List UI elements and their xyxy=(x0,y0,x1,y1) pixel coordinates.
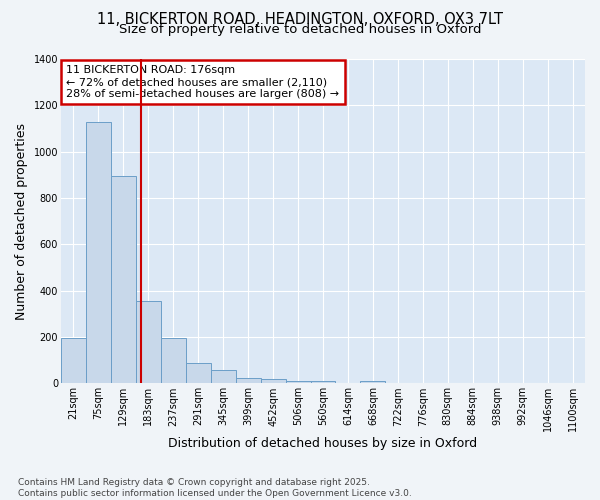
X-axis label: Distribution of detached houses by size in Oxford: Distribution of detached houses by size … xyxy=(169,437,478,450)
Bar xyxy=(286,381,311,384)
Text: Contains HM Land Registry data © Crown copyright and database right 2025.
Contai: Contains HM Land Registry data © Crown c… xyxy=(18,478,412,498)
Text: 11 BICKERTON ROAD: 176sqm
← 72% of detached houses are smaller (2,110)
28% of se: 11 BICKERTON ROAD: 176sqm ← 72% of detac… xyxy=(66,66,340,98)
Bar xyxy=(136,301,161,384)
Bar xyxy=(111,176,136,384)
Bar xyxy=(361,381,385,384)
Bar xyxy=(236,378,260,384)
Bar xyxy=(211,370,236,384)
Bar xyxy=(260,380,286,384)
Bar xyxy=(61,338,86,384)
Y-axis label: Number of detached properties: Number of detached properties xyxy=(15,122,28,320)
Text: 11, BICKERTON ROAD, HEADINGTON, OXFORD, OX3 7LT: 11, BICKERTON ROAD, HEADINGTON, OXFORD, … xyxy=(97,12,503,28)
Bar xyxy=(86,122,111,384)
Bar xyxy=(311,381,335,384)
Bar xyxy=(161,338,186,384)
Bar xyxy=(186,362,211,384)
Text: Size of property relative to detached houses in Oxford: Size of property relative to detached ho… xyxy=(119,22,481,36)
